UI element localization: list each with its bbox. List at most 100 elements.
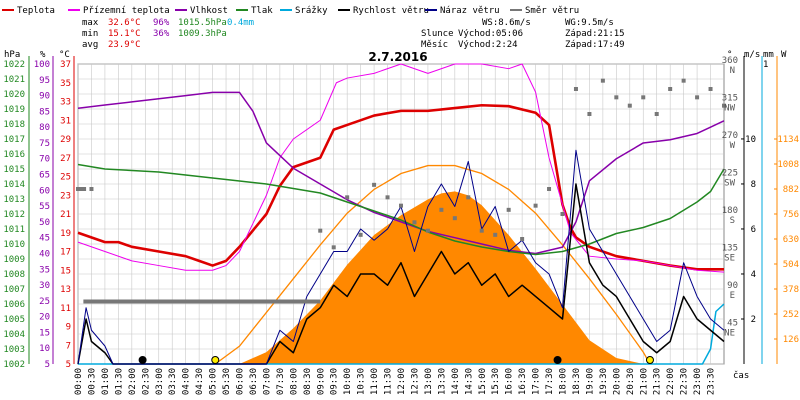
- wm2-tick-label: 504: [783, 260, 799, 270]
- hpa-tick-label: 1005: [3, 315, 25, 325]
- degc-tick-label: 5: [66, 360, 71, 370]
- solar-layer: [214, 164, 651, 365]
- legend-label-vlhkost: Vlhkost: [190, 6, 228, 16]
- axis-unit-mm: mm: [763, 50, 774, 60]
- dir-tick-name: SW: [724, 179, 735, 189]
- wind-direction-point: [587, 112, 592, 116]
- x-tick-label: 03:30: [168, 368, 178, 395]
- hpa-tick-label: 1022: [3, 60, 25, 70]
- pct-tick-label: 15: [39, 328, 50, 338]
- degc-tick-label: 21: [60, 210, 71, 220]
- dir-tick-label: 315: [722, 94, 738, 104]
- x-tick-label: 15:00: [478, 368, 488, 395]
- x-tick-label: 06:30: [249, 368, 259, 395]
- wm2-tick-label: 882: [783, 185, 799, 195]
- series-line-tlak: [77, 163, 725, 256]
- x-tick-label: 17:00: [532, 368, 542, 395]
- hpa-tick-label: 1021: [3, 75, 25, 85]
- dir-tick-name: E: [730, 291, 735, 301]
- x-tick-label: 06:00: [236, 368, 246, 395]
- x-tick-label: 22:30: [680, 368, 690, 395]
- x-tick-label: 19:00: [585, 368, 595, 395]
- wind-direction-point: [695, 95, 700, 100]
- wind-direction-point: [493, 232, 498, 237]
- pct-tick-label: 80: [39, 123, 50, 133]
- degc-tick-label: 27: [60, 154, 71, 164]
- hpa-tick-label: 1011: [3, 225, 25, 235]
- moon-marker: [138, 356, 147, 364]
- x-tick-label: 08:30: [303, 368, 313, 395]
- axis-unit-hpa: hPa: [4, 50, 20, 60]
- dir-tick-label: 180: [722, 206, 738, 216]
- wm2-tick-label: 378: [783, 285, 799, 295]
- legend-label-naraz-vetru: Náraz větru: [440, 6, 500, 16]
- chart-title: 2.7.2016: [368, 50, 427, 64]
- x-tick-label: 16:30: [518, 368, 528, 395]
- hpa-tick-label: 1012: [3, 210, 25, 220]
- ms-tick-label: 10: [745, 135, 756, 145]
- x-tick-label: 11:00: [370, 368, 380, 395]
- x-tick-label: 21:00: [639, 368, 649, 395]
- x-tick-label: 21:30: [653, 368, 663, 395]
- stats-block: max 32.6°C 96% 1015.5hPa 0.4mm min 15.1°…: [82, 18, 254, 50]
- axis-unit-degc: °C: [59, 50, 70, 60]
- moon-marker: [553, 356, 562, 364]
- legend-label-tlak: Tlak: [251, 6, 273, 16]
- x-tick-label: 10:00: [343, 368, 353, 395]
- x-tick-label: 13:00: [424, 368, 434, 395]
- stats-min-hum: 36%: [153, 29, 170, 39]
- wind-direction-point: [681, 78, 686, 83]
- axis-unit-ms: m/s: [744, 50, 760, 60]
- x-tick-label: 08:00: [289, 368, 299, 395]
- wind-direction-point: [708, 87, 713, 91]
- wind-direction-point: [425, 228, 430, 233]
- series-line-prizemni-teplota: [77, 63, 725, 273]
- axis-unit-dir: °: [727, 50, 732, 60]
- x-tick-label: 17:30: [545, 368, 555, 395]
- series-line-rychlost-vetru: [77, 183, 725, 365]
- x-tick-label: 20:00: [612, 368, 622, 395]
- hpa-tick-label: 1020: [3, 90, 25, 100]
- wind-direction-point: [627, 103, 632, 108]
- x-tick-label: 23:00: [693, 368, 703, 395]
- wm2-tick-label: 630: [783, 235, 799, 245]
- wind-direction-point: [614, 95, 619, 100]
- degc-tick-label: 35: [60, 79, 71, 89]
- axis-unit-mm-top: 1: [763, 60, 768, 70]
- moon-rise: Východ:2:24: [458, 40, 518, 50]
- x-tick-label: 18:00: [559, 368, 569, 395]
- hpa-tick-label: 1015: [3, 165, 25, 175]
- degc-tick-label: 33: [60, 98, 71, 108]
- wind-direction-layer: [76, 78, 726, 304]
- wind-direction-point: [318, 228, 323, 233]
- degc-tick-label: 11: [60, 304, 71, 314]
- dir-tick-label: 270: [722, 131, 738, 141]
- x-tick-label: 20:30: [626, 368, 636, 395]
- degc-tick-label: 25: [60, 173, 71, 183]
- wind-direction-point: [506, 207, 511, 212]
- stats-max-hum: 96%: [153, 18, 170, 28]
- ms-tick-label: 8: [751, 180, 756, 190]
- pct-tick-label: 100: [34, 60, 50, 70]
- legend-label-smer-vetru: Směr větru: [525, 6, 579, 16]
- x-tick-label: 13:30: [437, 368, 447, 395]
- wind-direction-point: [641, 95, 646, 100]
- dir-tick-label: 225: [722, 169, 738, 179]
- hpa-tick-label: 1003: [3, 345, 25, 355]
- wind-direction-point: [722, 103, 726, 108]
- dir-tick-label: 135: [722, 244, 738, 254]
- x-tick-label: 01:00: [101, 368, 111, 395]
- x-tick-label: 10:30: [357, 368, 367, 395]
- degc-tick-label: 9: [66, 323, 71, 333]
- stats-avg-temp: 23.9°C: [108, 40, 141, 50]
- series-layer: [77, 63, 725, 365]
- x-tick-label: 05:30: [222, 368, 232, 395]
- hpa-tick-label: 1002: [3, 360, 25, 370]
- hpa-tick-label: 1013: [3, 195, 25, 205]
- sun-marker: [645, 356, 654, 364]
- wind-direction-point: [668, 87, 673, 91]
- x-tick-label: 01:30: [114, 368, 124, 395]
- hpa-tick-label: 1017: [3, 135, 25, 145]
- wind-direction-point: [412, 220, 417, 225]
- wm2-tick-label: 252: [783, 310, 799, 320]
